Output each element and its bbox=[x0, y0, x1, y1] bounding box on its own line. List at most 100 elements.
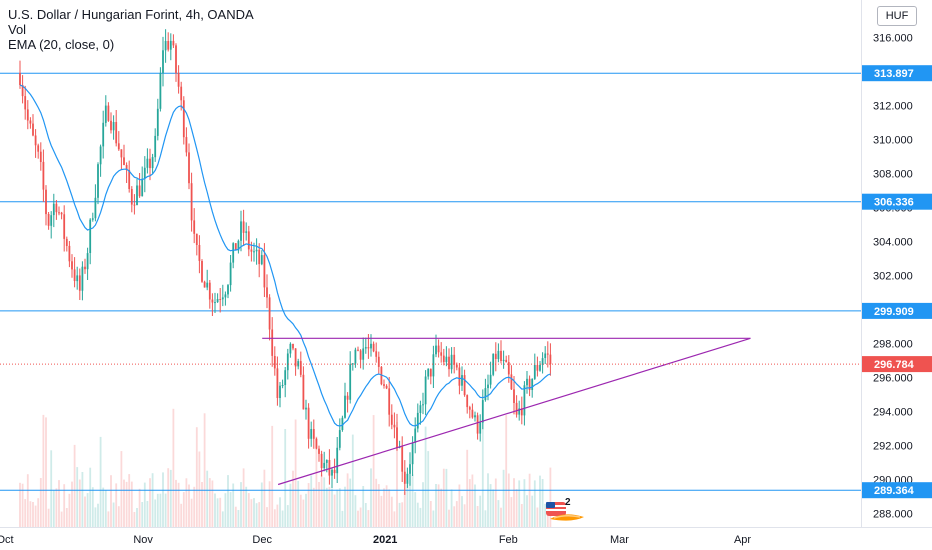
candle-176 bbox=[476, 412, 479, 440]
candle-body bbox=[162, 50, 164, 73]
candle-body bbox=[351, 363, 354, 365]
volume-bar-135 bbox=[370, 468, 372, 527]
candle-83 bbox=[234, 243, 237, 251]
candle-body bbox=[331, 469, 333, 476]
candle-53 bbox=[156, 98, 159, 141]
candle-body bbox=[188, 152, 190, 184]
volume-bar-48 bbox=[143, 482, 146, 527]
volume-bar-180 bbox=[487, 473, 489, 527]
legend-title[interactable]: U.S. Dollar / Hungarian Forint, 4h, OAND… bbox=[8, 7, 254, 22]
candle-body bbox=[73, 269, 76, 281]
candle-body bbox=[78, 275, 81, 291]
candle-66 bbox=[190, 172, 193, 232]
candle-178 bbox=[481, 389, 484, 430]
candle-138 bbox=[377, 351, 380, 374]
volume-bar-45 bbox=[136, 508, 138, 527]
volume-bar-31 bbox=[99, 436, 102, 527]
volume-bar-49 bbox=[146, 501, 149, 527]
volume-bar-62 bbox=[180, 503, 183, 527]
candle-body bbox=[502, 359, 505, 361]
volume-bar-3 bbox=[26, 474, 29, 527]
candle-body bbox=[107, 105, 110, 121]
volume-bar-44 bbox=[133, 512, 136, 527]
price-tag-label: 289.364 bbox=[874, 485, 915, 497]
candle-116 bbox=[320, 450, 323, 477]
price-axis[interactable]: 288.000290.000292.000294.000296.000298.0… bbox=[873, 32, 913, 520]
candle-92 bbox=[258, 243, 261, 278]
candle-body bbox=[297, 361, 300, 367]
candle-body bbox=[305, 407, 307, 410]
candle-155 bbox=[422, 392, 424, 415]
candle-162 bbox=[440, 342, 443, 363]
price-tag-bg bbox=[862, 193, 932, 210]
candle-body bbox=[159, 72, 162, 109]
candle-body bbox=[393, 424, 396, 428]
candle-body bbox=[546, 353, 549, 355]
candle-105 bbox=[292, 343, 294, 351]
candle-103 bbox=[286, 348, 289, 380]
price-tag-label: 313.897 bbox=[874, 68, 914, 80]
volume-bar-15 bbox=[58, 480, 60, 527]
candle-body bbox=[526, 378, 528, 386]
volume-bar-39 bbox=[120, 451, 123, 527]
candle-14 bbox=[55, 200, 58, 220]
volume-bar-81 bbox=[229, 492, 232, 527]
candle-55 bbox=[162, 36, 164, 87]
volume-bar-42 bbox=[128, 474, 131, 527]
price-tick-5: 298.000 bbox=[873, 338, 913, 350]
candle-56 bbox=[164, 29, 167, 63]
candle-36 bbox=[112, 115, 115, 140]
volume-bar-97 bbox=[271, 425, 274, 527]
candle-33 bbox=[104, 95, 107, 127]
candle-61 bbox=[177, 65, 180, 94]
volume-bar-184 bbox=[497, 500, 500, 527]
volume-bar-64 bbox=[185, 478, 188, 527]
volume-bar-112 bbox=[310, 475, 313, 527]
candle-body bbox=[479, 422, 482, 434]
candle-body bbox=[403, 471, 406, 484]
legend-vol[interactable]: Vol bbox=[8, 22, 27, 37]
candle-body bbox=[325, 460, 328, 463]
candle-body bbox=[463, 375, 466, 396]
candle-body bbox=[338, 430, 341, 448]
candle-112 bbox=[310, 421, 313, 447]
currency-button[interactable]: HUF bbox=[877, 6, 917, 26]
volume-bar-151 bbox=[411, 474, 414, 527]
candle-60 bbox=[175, 43, 177, 82]
candle-46 bbox=[138, 173, 141, 198]
volume-bar-166 bbox=[450, 489, 453, 527]
time-tick-5: Mar bbox=[610, 534, 629, 546]
time-axis[interactable]: Oct Nov Dec 2021 Feb Mar Apr bbox=[0, 534, 751, 546]
candle-42 bbox=[128, 160, 131, 193]
candle-body bbox=[497, 350, 500, 360]
candle-184 bbox=[497, 343, 500, 363]
candle-body bbox=[533, 365, 536, 379]
candle-body bbox=[518, 408, 521, 415]
volume-bar-185 bbox=[500, 507, 502, 527]
candle-127 bbox=[349, 351, 352, 404]
candle-182 bbox=[492, 353, 495, 377]
candle-125 bbox=[344, 382, 346, 419]
candle-172 bbox=[466, 394, 469, 414]
candle-body bbox=[487, 384, 489, 389]
volume-bar-182 bbox=[492, 489, 495, 527]
price-tag-1: 306.336 bbox=[862, 193, 932, 210]
candle-12 bbox=[50, 211, 53, 239]
volume-bar-63 bbox=[182, 492, 185, 527]
legend-ema[interactable]: EMA (20, close, 0) bbox=[8, 37, 115, 52]
candle-77 bbox=[219, 288, 222, 313]
candle-124 bbox=[341, 415, 344, 432]
candle-183 bbox=[494, 342, 497, 372]
events-badge[interactable]: 2 bbox=[544, 497, 590, 523]
candle-187 bbox=[505, 355, 508, 363]
candle-body bbox=[123, 157, 125, 165]
volume-bar-200 bbox=[539, 475, 541, 527]
candle-body bbox=[544, 353, 547, 358]
volume-bar-83 bbox=[234, 506, 237, 527]
candle-75 bbox=[214, 292, 216, 313]
candle-82 bbox=[232, 242, 235, 269]
volume-bar-41 bbox=[125, 481, 128, 527]
volume-bar-191 bbox=[515, 489, 518, 527]
candle-16 bbox=[60, 211, 63, 220]
